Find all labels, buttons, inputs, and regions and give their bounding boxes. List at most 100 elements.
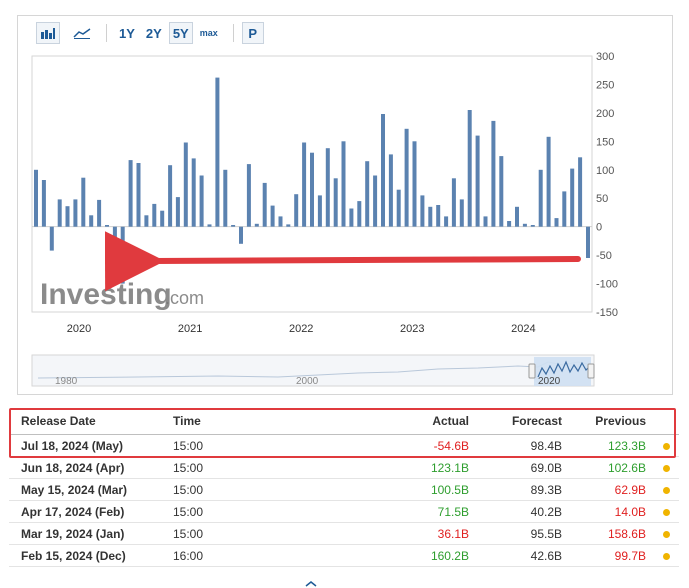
range-1y-button[interactable]: 1Y (119, 25, 135, 41)
chart-bar[interactable] (262, 182, 267, 227)
chart-bar[interactable] (89, 215, 94, 227)
chart-bar[interactable] (436, 205, 441, 227)
chart-bar[interactable] (199, 175, 204, 227)
navigator-track[interactable] (31, 354, 595, 387)
chart-bar[interactable] (522, 223, 527, 227)
chart-bar[interactable] (223, 169, 228, 227)
navigator-label: 2000 (296, 376, 319, 387)
chart-bar[interactable] (57, 199, 62, 227)
header-release-date[interactable]: Release Date (21, 414, 96, 428)
navigator-left-handle[interactable] (528, 363, 536, 379)
navigator[interactable]: 1980 2000 2020 (31, 354, 595, 387)
chart-bar[interactable] (73, 199, 78, 227)
bar-chart-icon[interactable] (36, 22, 60, 44)
chart-bar[interactable] (381, 114, 385, 227)
chart-bar[interactable] (396, 189, 401, 227)
chart-bar[interactable] (231, 225, 236, 227)
range-5y-button[interactable]: 5Y (168, 22, 193, 44)
chart-bar[interactable] (530, 225, 535, 227)
chart-bar[interactable] (168, 165, 173, 227)
table-row[interactable]: Feb 15, 2024 (Dec) 16:00 160.2B 42.6B 99.7B (9, 545, 679, 567)
chart-bar[interactable] (467, 110, 472, 227)
table-row[interactable]: May 15, 2024 (Mar) 15:00 100.5B 89.3B 62.9B (9, 479, 679, 501)
header-time[interactable]: Time (173, 414, 201, 428)
chart-bar[interactable] (152, 203, 157, 227)
chart-bar[interactable] (499, 156, 504, 227)
table-row[interactable]: Apr 17, 2024 (Feb) 15:00 71.5B 40.2B 14.0B (9, 501, 679, 523)
chart-bar[interactable] (105, 225, 109, 227)
chart-bar[interactable] (420, 195, 425, 227)
chart-bar[interactable] (325, 148, 330, 227)
chart-bar[interactable] (112, 226, 117, 273)
chart-bar[interactable] (246, 164, 251, 227)
chart-bar[interactable] (491, 120, 496, 227)
chart-bar[interactable] (412, 141, 417, 227)
chart-bar[interactable] (144, 215, 149, 227)
chart-bar[interactable] (270, 205, 275, 227)
line-chart-icon[interactable] (69, 22, 95, 44)
chart-bar[interactable] (191, 158, 196, 227)
chart-bar[interactable] (365, 161, 370, 227)
chart-bar[interactable] (207, 224, 212, 227)
chart-bar[interactable] (578, 157, 583, 227)
chart-bar[interactable] (586, 226, 590, 258)
chart-bar[interactable] (278, 216, 283, 227)
chart-bar[interactable] (388, 154, 393, 227)
chart-bar[interactable] (515, 206, 519, 227)
status-dot-icon (663, 509, 670, 516)
chart-bar[interactable] (507, 221, 512, 227)
chart-bar[interactable] (81, 177, 86, 227)
chart-bar[interactable] (286, 224, 291, 227)
chart-bar[interactable] (175, 197, 180, 227)
chart-bar[interactable] (475, 135, 480, 227)
header-forecast[interactable]: Forecast (511, 414, 562, 428)
chart-bar[interactable] (160, 210, 165, 227)
chart-bar[interactable] (183, 142, 188, 227)
chart-bar[interactable] (294, 194, 299, 227)
navigator-window[interactable] (534, 357, 591, 386)
navigator-right-handle[interactable] (587, 363, 595, 379)
header-previous[interactable]: Previous (595, 414, 646, 428)
chart-bar[interactable] (349, 208, 354, 227)
chart-bar[interactable] (451, 178, 456, 227)
range-max-button[interactable]: max (199, 28, 218, 38)
p-button[interactable]: P (241, 22, 264, 44)
chart-bar[interactable] (34, 169, 38, 227)
chart-bar[interactable] (317, 195, 322, 227)
watermark-suffix: .com (165, 288, 204, 308)
chart-bar[interactable] (333, 178, 338, 227)
chart-bar[interactable] (120, 226, 125, 284)
table-row[interactable]: Jul 18, 2024 (May) 15:00 -54.6B 98.4B 123.3B (9, 435, 679, 457)
chart-bar[interactable] (404, 128, 409, 227)
header-actual[interactable]: Actual (432, 414, 469, 428)
chart-bar[interactable] (428, 206, 433, 227)
chart-bar[interactable] (128, 160, 133, 227)
chart-bar[interactable] (562, 191, 567, 227)
range-2y-button[interactable]: 2Y (145, 25, 162, 41)
chart-bar[interactable] (302, 142, 307, 227)
chart-bar[interactable] (570, 168, 575, 227)
chart-bar[interactable] (239, 226, 243, 244)
chart-bar[interactable] (49, 226, 54, 251)
chart-bar[interactable] (373, 175, 378, 227)
chart-bar[interactable] (459, 199, 464, 227)
chart-bar[interactable] (254, 223, 259, 227)
chart-bar[interactable] (97, 199, 102, 227)
chart-bar[interactable] (483, 216, 488, 227)
status-dot-icon (663, 531, 670, 538)
show-more-link[interactable] (304, 580, 318, 588)
chart-bar[interactable] (546, 136, 551, 227)
chart-bar[interactable] (41, 180, 46, 227)
chart-bar[interactable] (357, 201, 362, 227)
chart-bar[interactable] (444, 216, 449, 227)
chart-bar[interactable] (554, 218, 559, 227)
table-row[interactable]: Mar 19, 2024 (Jan) 15:00 36.1B 95.5B 158.6B (9, 523, 679, 545)
y-tick-label: 0 (596, 222, 602, 234)
chart-bar[interactable] (310, 152, 314, 227)
chart-bar[interactable] (215, 77, 220, 227)
chart-bar[interactable] (538, 169, 543, 227)
chart-bar[interactable] (65, 206, 70, 227)
chart-bar[interactable] (341, 141, 346, 227)
chart-bar[interactable] (136, 163, 141, 227)
table-row[interactable]: Jun 18, 2024 (Apr) 15:00 123.1B 69.0B 102.6B (9, 457, 679, 479)
